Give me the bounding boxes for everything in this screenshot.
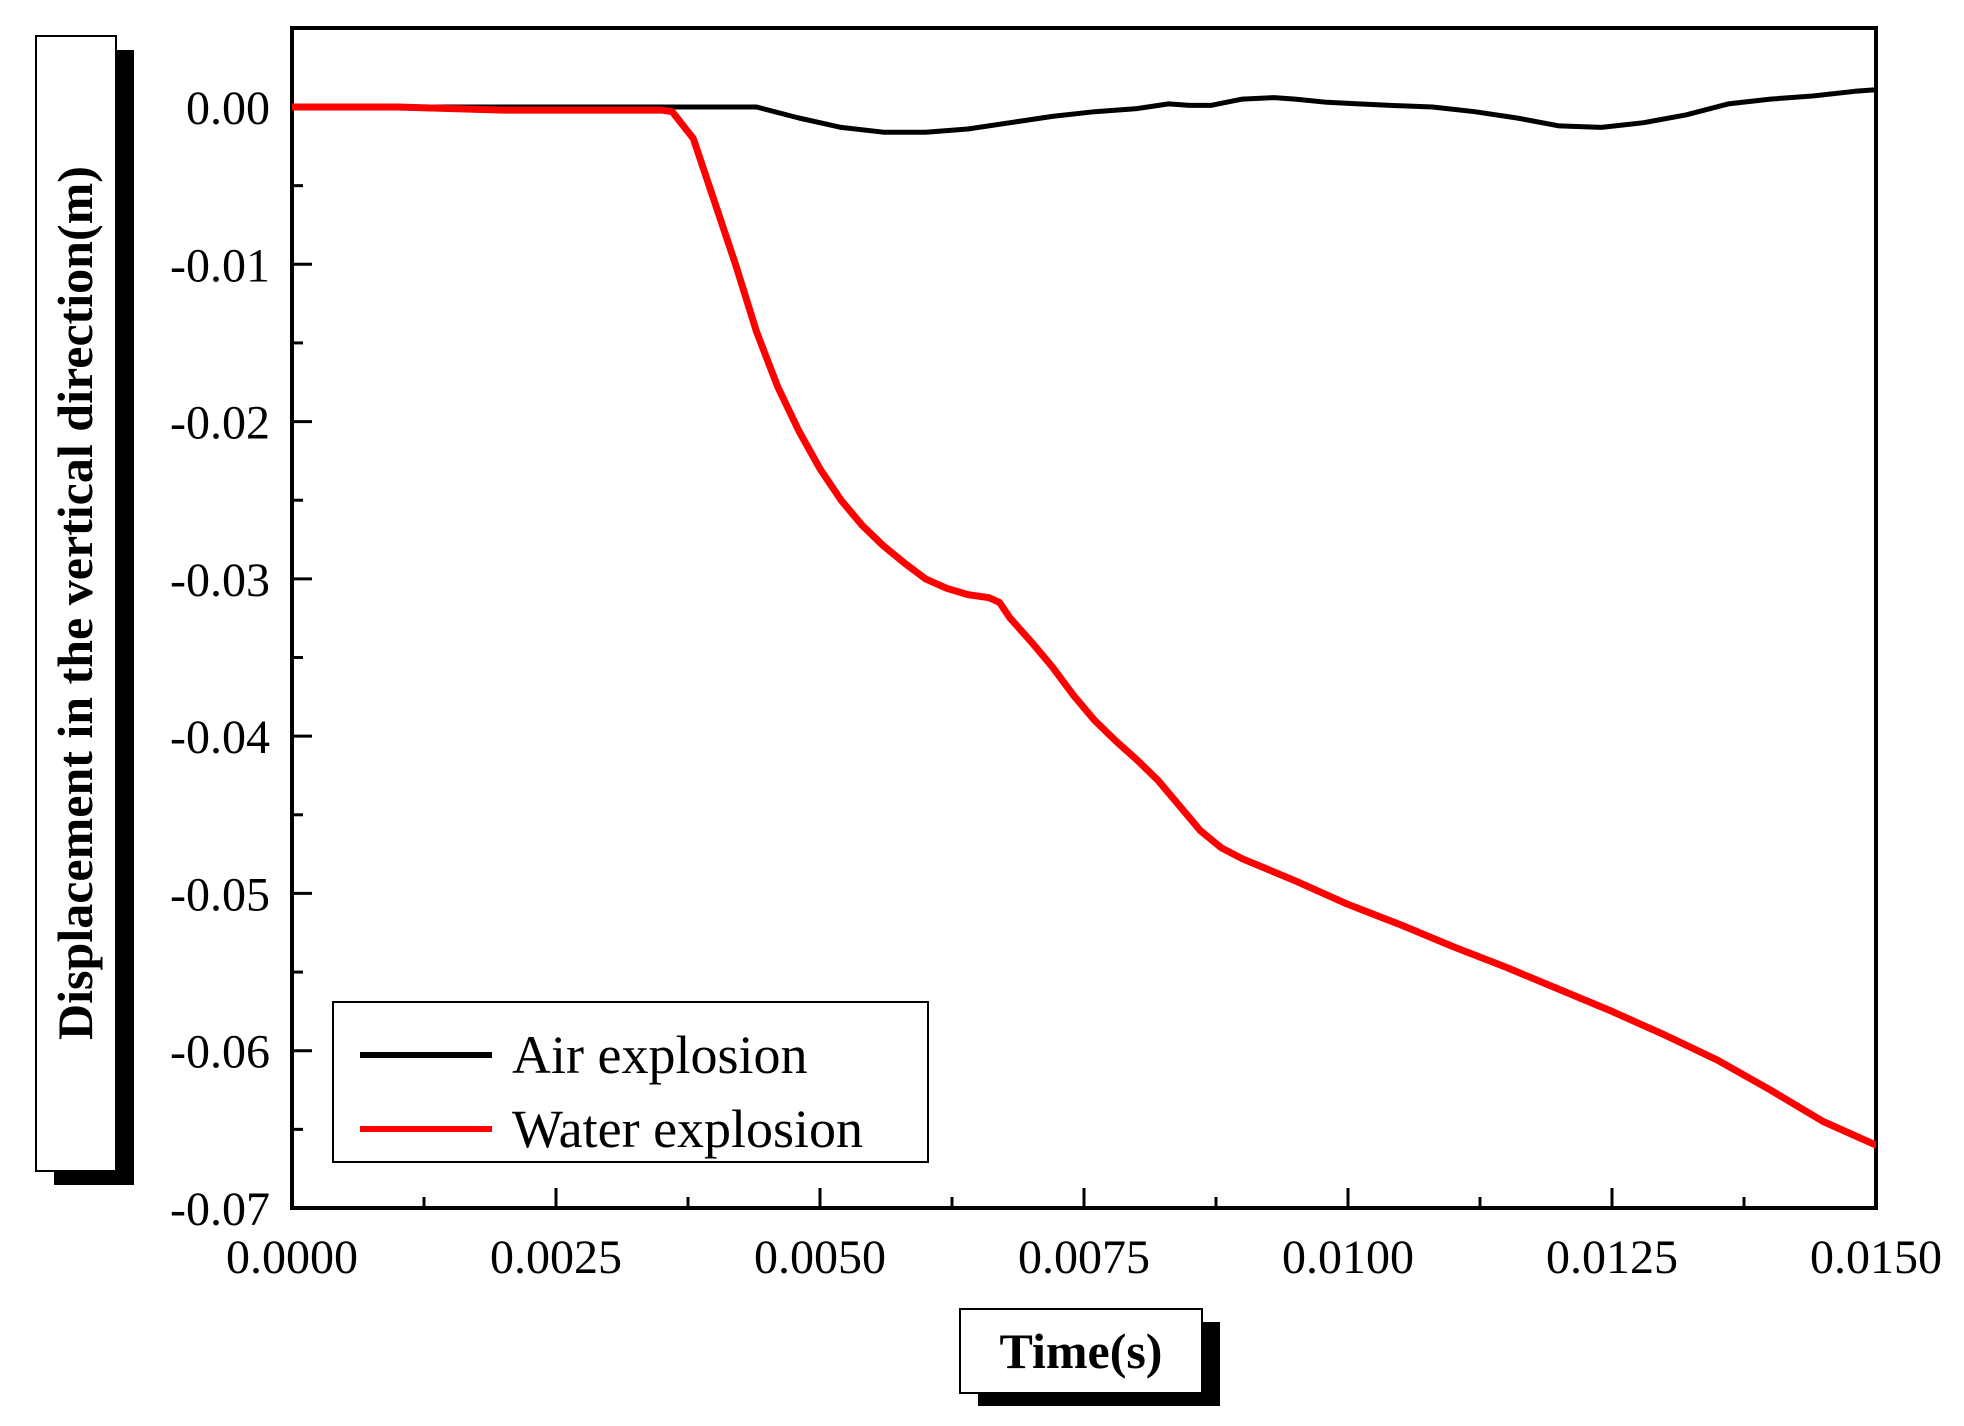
x-axis: 0.0000 0.0025 0.0050 0.0075 0.0100 0.0125 0.01…: [226, 1188, 1942, 1284]
y-axis-title-group: Displacement in the vertical direction(m…: [35, 35, 134, 1185]
y-tick-label: -0.05: [170, 868, 270, 921]
y-tick-label: -0.04: [170, 711, 270, 764]
x-tick-label: 0.0025: [490, 1231, 622, 1284]
series-line-air-explosion: [292, 87, 1876, 135]
x-axis-title-box: [959, 1308, 1203, 1394]
y-tick-label: -0.01: [170, 239, 270, 292]
x-tick-label: 0.0000: [226, 1231, 358, 1284]
y-tick-label: -0.06: [170, 1026, 270, 1079]
legend-box: [332, 1001, 929, 1163]
x-tick-label: 0.0150: [1810, 1231, 1942, 1284]
y-axis-title-box: [35, 35, 117, 1172]
y-axis: 0.00 -0.01 -0.02 -0.03 -0.04 -0.05 -0.06 -0.07: [170, 26, 312, 1236]
y-axis-title: Displacement in the vertical direction(m…: [47, 166, 103, 1040]
series-line-water-explosion: [292, 103, 1876, 1149]
x-tick-label: 0.0125: [1546, 1231, 1678, 1284]
x-axis-title: Time(s): [1000, 1323, 1163, 1379]
legend: Air explosion Water explosion: [332, 1001, 929, 1163]
y-tick-label: -0.03: [170, 554, 270, 607]
series-layer: [292, 87, 1876, 1149]
y-tick-label: 0.00: [186, 82, 270, 135]
x-tick-label: 0.0075: [1018, 1231, 1150, 1284]
legend-label-water-explosion: Water explosion: [512, 1099, 863, 1159]
y-tick-label: -0.02: [170, 397, 270, 450]
legend-label-air-explosion: Air explosion: [512, 1025, 807, 1085]
x-tick-label: 0.0050: [754, 1231, 886, 1284]
x-axis-title-group: Time(s): [959, 1308, 1220, 1406]
x-tick-label: 0.0100: [1282, 1231, 1414, 1284]
y-tick-label: -0.07: [170, 1183, 270, 1236]
